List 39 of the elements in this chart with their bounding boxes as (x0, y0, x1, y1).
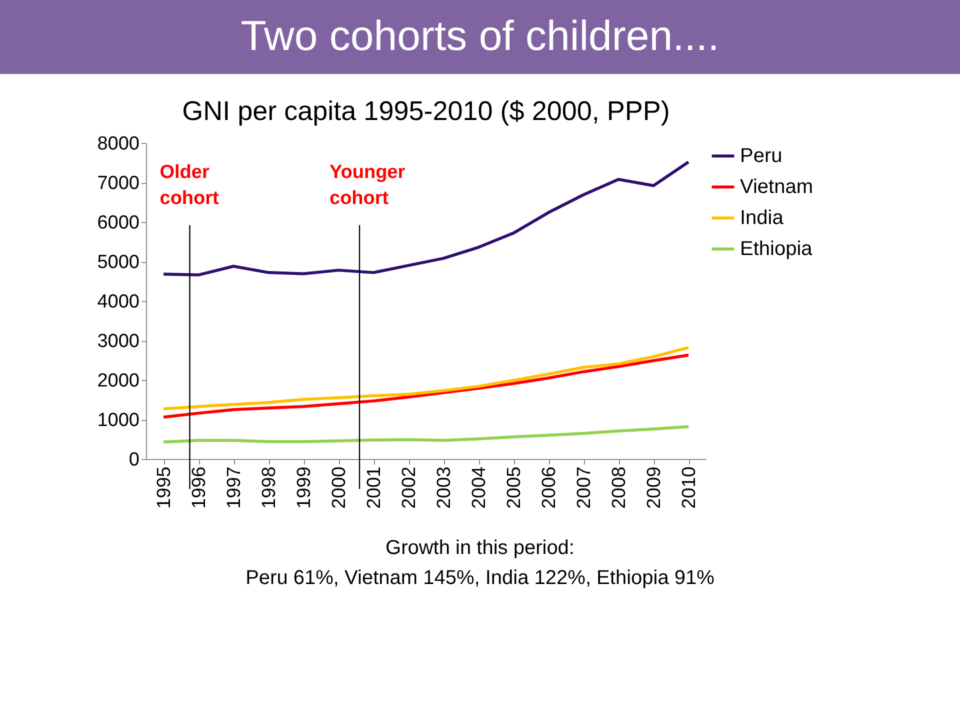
x-tick-label: 1998 (259, 466, 280, 509)
y-tick-label: 0 (128, 450, 140, 470)
line-series (162, 346, 690, 410)
legend-label: Peru (740, 145, 782, 167)
x-tick-label: 2004 (469, 466, 490, 509)
y-tick-label: 4000 (97, 292, 140, 312)
ref-line-label: Older cohort (160, 162, 220, 209)
x-tick-label: 1996 (189, 466, 210, 509)
y-tick-label: 2000 (97, 370, 140, 392)
x-tick-label: 2007 (574, 466, 595, 509)
x-tick-label: 2010 (679, 466, 700, 509)
text: Growth in this period: (386, 537, 574, 559)
x-tick-label: 2008 (609, 466, 630, 509)
x-tick-label: 2006 (539, 466, 560, 509)
y-tick-label: 1000 (97, 410, 140, 431)
y-tick-label: 5000 (97, 252, 140, 273)
x-tick-label: 2009 (644, 466, 665, 509)
y-tick-label: 6000 (97, 212, 140, 234)
line-series (162, 160, 690, 276)
chart-title: Two cohorts of children.... (240, 12, 720, 59)
legend-label: Vietnam (740, 176, 814, 198)
x-tick-label: 2001 (364, 466, 385, 509)
legend-label: India (740, 207, 784, 229)
y-tick-label: 7000 (97, 173, 140, 194)
x-tick-label: 2005 (504, 466, 525, 509)
x-tick-label: 1999 (294, 466, 315, 509)
x-tick-label: 2002 (399, 466, 420, 509)
line-series (162, 354, 690, 419)
x-tick-label: 1995 (154, 466, 175, 509)
chart-subtitle: GNI per capita 1995-2010 ($ 2000, PPP) (182, 96, 670, 126)
y-tick-label: 8000 (97, 134, 140, 154)
legend-label: Ethiopia (740, 238, 814, 260)
line-series (162, 425, 690, 444)
y-tick-label: 3000 (97, 331, 140, 352)
x-tick-label: 1997 (224, 466, 245, 509)
ref-line-label: Younger cohort (330, 162, 406, 209)
text: Peru 61%, Vietnam 145%, India 122%, Ethiopia 91% (246, 567, 715, 589)
x-tick-label: 2003 (434, 466, 455, 509)
x-tick-label: 2000 (329, 466, 350, 509)
